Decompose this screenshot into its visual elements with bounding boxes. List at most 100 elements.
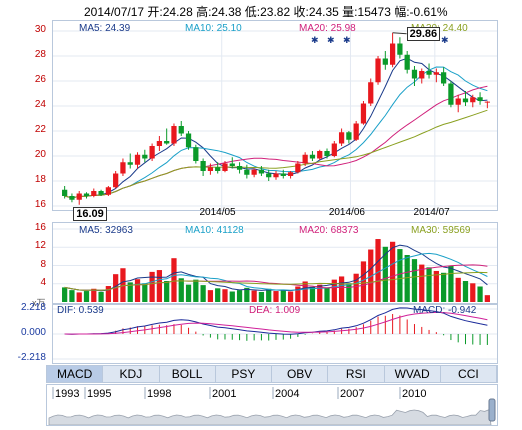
price-y-tick: 30 — [34, 24, 46, 35]
candle-body — [156, 141, 163, 146]
candle-body — [164, 141, 170, 144]
macd-y-tick: 0.000 — [20, 327, 46, 338]
volume-bar — [185, 284, 192, 302]
volume-bar — [222, 289, 228, 302]
macd-dea-legend: DEA: 1.009 — [249, 305, 301, 316]
tab-boll[interactable]: BOLL — [160, 366, 216, 382]
timeline-range-handle[interactable] — [488, 398, 496, 422]
candle-body — [389, 43, 396, 65]
candle-body — [127, 162, 133, 165]
tab-psy[interactable]: PSY — [216, 366, 272, 382]
candle-body — [426, 71, 432, 75]
event-marker-icon: ✱ — [343, 35, 351, 45]
volume-bar — [134, 279, 141, 302]
volume-bar — [302, 281, 308, 302]
candle-body — [324, 151, 330, 156]
high-price-label: 29.86 — [406, 26, 441, 41]
volume-bar — [127, 282, 133, 302]
timeline-chart: 1993 1995 1998 2001 2004 2007 2010 — [48, 387, 496, 425]
price-x-tick: 2014/07 — [413, 207, 450, 218]
tab-macd[interactable]: MACD — [47, 366, 104, 382]
volume-bar — [368, 249, 374, 302]
tab-rsi[interactable]: RSI — [328, 366, 385, 382]
candle-body — [142, 154, 148, 159]
tab-cci[interactable]: CCI — [441, 366, 497, 382]
volume-bar — [105, 286, 111, 302]
candle-body — [484, 101, 490, 103]
tab-wvad[interactable]: WVAD — [385, 366, 441, 382]
volume-bar — [244, 287, 250, 302]
volume-bar — [338, 276, 345, 302]
candle-body — [295, 163, 301, 173]
volume-bar — [441, 272, 447, 302]
candle-body — [244, 169, 250, 175]
candle-body — [462, 98, 469, 103]
candle-body — [215, 167, 221, 171]
volume-bar — [207, 290, 214, 302]
volume-bar — [164, 281, 170, 302]
volume-bar — [287, 291, 294, 302]
volume-bar — [382, 246, 388, 302]
price-ma30-line — [64, 109, 488, 199]
tab-obv[interactable]: OBV — [272, 366, 329, 382]
volume-bar — [258, 291, 265, 302]
candle-body — [346, 132, 352, 140]
price-x-axis: 2014/05 2014/06 2014/07 — [52, 207, 498, 221]
price-x-tick: 2014/05 — [199, 207, 236, 218]
price-ma10-line — [64, 66, 488, 199]
candle-body — [83, 193, 90, 196]
volume-bar — [484, 295, 490, 302]
candle-body — [317, 151, 323, 159]
price-y-tick: 28 — [34, 49, 46, 60]
volume-bar — [178, 278, 184, 302]
high-label-connector — [392, 32, 407, 35]
candle-body — [338, 132, 345, 144]
volume-bar — [477, 286, 483, 302]
candle-body — [309, 154, 316, 159]
candle-body — [360, 103, 367, 124]
candle-body — [419, 71, 425, 79]
candle-body — [200, 161, 206, 171]
candle-body — [229, 163, 235, 166]
volume-bar — [76, 292, 82, 302]
volume-bar — [397, 249, 403, 302]
timeline-year-label: 2001 — [212, 388, 236, 400]
timeline-navigator[interactable]: 1993 1995 1998 2001 2004 2007 2010 — [46, 384, 498, 426]
volume-bar — [69, 290, 75, 302]
macd-dea-line — [64, 311, 488, 335]
candle-body — [120, 162, 126, 174]
candle-body — [113, 173, 119, 188]
volume-bar — [389, 241, 396, 302]
price-y-tick: 16 — [34, 199, 46, 210]
event-marker-icon: ✱ — [311, 35, 319, 45]
volume-bar — [309, 286, 316, 302]
candle-body — [287, 172, 294, 176]
volume-bar — [266, 288, 272, 302]
price-y-axis: 16 18 20 22 24 26 28 30 — [0, 20, 50, 211]
volume-bar — [353, 273, 359, 302]
price-y-tick: 26 — [34, 74, 46, 85]
macd-y-tick: 2.218 — [20, 302, 46, 313]
candle-body — [134, 154, 141, 165]
candle-body — [441, 72, 447, 84]
macd-macd-legend: MACD: -0.942 — [413, 305, 477, 316]
candle-body — [171, 126, 177, 144]
candle-body — [368, 82, 374, 104]
tab-kdj[interactable]: KDJ — [103, 366, 160, 382]
candle-body — [105, 187, 111, 195]
candle-body — [69, 196, 75, 200]
volume-bar — [324, 287, 330, 302]
price-ma-legend: MA20: 25.98 — [299, 23, 356, 34]
macd-dif-legend: DIF: 0.539 — [57, 305, 104, 316]
volume-bar — [83, 291, 90, 302]
candle-body — [448, 83, 454, 105]
candle-body — [273, 173, 279, 178]
candle-body — [258, 169, 265, 174]
volume-bar — [236, 290, 243, 302]
candle-body — [62, 189, 68, 196]
candle-body — [178, 126, 184, 134]
macd-chart — [53, 307, 497, 360]
volume-bar — [317, 284, 323, 302]
candle-body — [455, 98, 461, 105]
